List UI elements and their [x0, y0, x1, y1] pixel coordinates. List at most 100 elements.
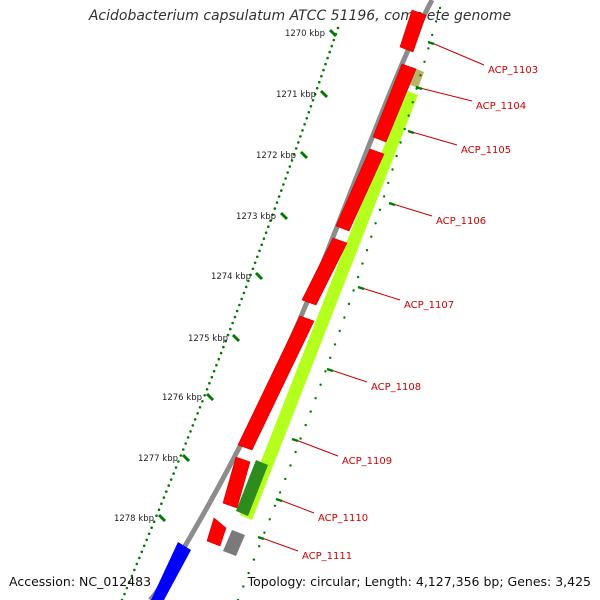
feature-track — [151, 6, 442, 600]
leader-tick — [415, 85, 423, 91]
feature-dot — [438, 6, 442, 10]
ruler-dot — [299, 135, 302, 138]
feature-dot — [333, 343, 337, 346]
leader-tick — [357, 285, 365, 291]
ruler-dot — [262, 237, 266, 240]
major-tick — [231, 333, 241, 343]
ruler-dot — [198, 406, 202, 409]
leader-line — [431, 42, 485, 66]
feature-dot — [352, 289, 355, 292]
ruler-dot — [294, 147, 298, 150]
tick-label: 1273 kbp — [236, 212, 276, 222]
feature-dot — [356, 275, 360, 279]
ruler-dot — [169, 478, 173, 481]
tick-label: 1274 kbp — [211, 272, 251, 282]
ruler-dot — [258, 249, 261, 253]
cds-track — [206, 9, 427, 547]
leader-tick — [427, 40, 435, 46]
ruler-dot — [290, 159, 294, 162]
ruler-dot — [253, 261, 257, 265]
ruler-dot — [267, 225, 270, 228]
ruler-dot — [152, 520, 156, 523]
feature-dot — [273, 504, 277, 507]
accession-text: Accession: NC_012483 — [9, 574, 152, 589]
gene-label: ACP_1109 — [342, 456, 392, 467]
feature-dot — [403, 127, 406, 131]
feature-dot — [294, 450, 297, 454]
feature-dot — [378, 208, 382, 211]
feature-dot — [268, 518, 271, 521]
cds-arrow — [222, 456, 251, 509]
ruler-dot — [138, 556, 141, 560]
ruler-dot — [179, 454, 183, 457]
feature-dot — [365, 249, 369, 252]
ruler-dot — [205, 388, 209, 391]
ruler-dot — [184, 442, 187, 445]
ruler-dot — [189, 430, 192, 433]
ruler-dot — [160, 502, 163, 506]
leader-tick — [257, 535, 265, 541]
feature-dot — [434, 20, 438, 23]
ruler-dot — [315, 86, 319, 90]
ruler-dot — [162, 496, 166, 499]
ruler-dot — [145, 538, 148, 542]
ruler-dot — [165, 490, 168, 493]
feature-dot — [258, 545, 261, 548]
ruler-dot — [303, 123, 306, 126]
ruler-dot — [288, 165, 292, 168]
gene-label: ACP_1111 — [302, 551, 352, 562]
ruler-dot — [322, 68, 325, 72]
feature-dot — [423, 60, 426, 63]
ruler-dot — [238, 303, 241, 307]
ruler-dot — [219, 351, 223, 355]
ruler-dot — [133, 568, 136, 572]
feature-dot — [370, 235, 373, 238]
ruler-dot — [233, 315, 237, 319]
ruler-dot — [142, 544, 146, 548]
feature-dot — [289, 464, 292, 467]
leader-line — [361, 287, 401, 301]
ruler-dot — [135, 562, 139, 566]
ruler-dot — [201, 400, 204, 403]
leader-line — [419, 87, 473, 102]
ruler-dot — [215, 363, 218, 367]
tick-label: 1272 kbp — [256, 151, 296, 161]
feature-dot — [314, 397, 317, 400]
ruler-dot — [271, 213, 274, 216]
gene-label: ACP_1103 — [488, 65, 538, 76]
feature-dot — [278, 491, 282, 494]
feature-dot — [252, 558, 256, 561]
ruler-dot — [284, 177, 287, 180]
ruler-dot — [332, 38, 336, 42]
feature-dot — [263, 531, 266, 534]
ruler-dot — [212, 369, 216, 373]
leader-line — [411, 131, 458, 146]
feature-block — [223, 530, 245, 556]
feature-block — [236, 460, 268, 516]
major-tick — [319, 89, 329, 99]
feature-dot — [299, 437, 302, 440]
ruler-dot — [208, 381, 211, 385]
tick-label: 1270 kbp — [285, 29, 325, 39]
ruler-dot — [324, 62, 327, 66]
ruler-dot — [150, 526, 153, 529]
gene-label: ACP_1106 — [436, 216, 486, 227]
major-tick — [279, 211, 289, 221]
leader-line — [392, 203, 433, 217]
ruler-dot — [177, 460, 180, 463]
major-tick — [328, 28, 338, 38]
ruler-dot — [297, 141, 300, 144]
ruler-dot — [328, 50, 332, 54]
ruler-dot — [235, 309, 239, 313]
tick-label: 1276 kbp — [162, 393, 202, 403]
ruler-dot — [264, 231, 268, 234]
gene-label: ACP_1110 — [318, 513, 368, 524]
feature-dot — [284, 477, 287, 481]
ruler-dot — [301, 129, 304, 132]
map-title: Acidobacterium capsulatum ATCC 51196, co… — [88, 8, 512, 24]
tick-label: 1277 kbp — [138, 454, 178, 464]
leader-tick — [388, 201, 396, 207]
ruler-dot — [326, 56, 329, 60]
ruler-dot — [269, 219, 272, 222]
ruler-dot — [320, 74, 323, 78]
